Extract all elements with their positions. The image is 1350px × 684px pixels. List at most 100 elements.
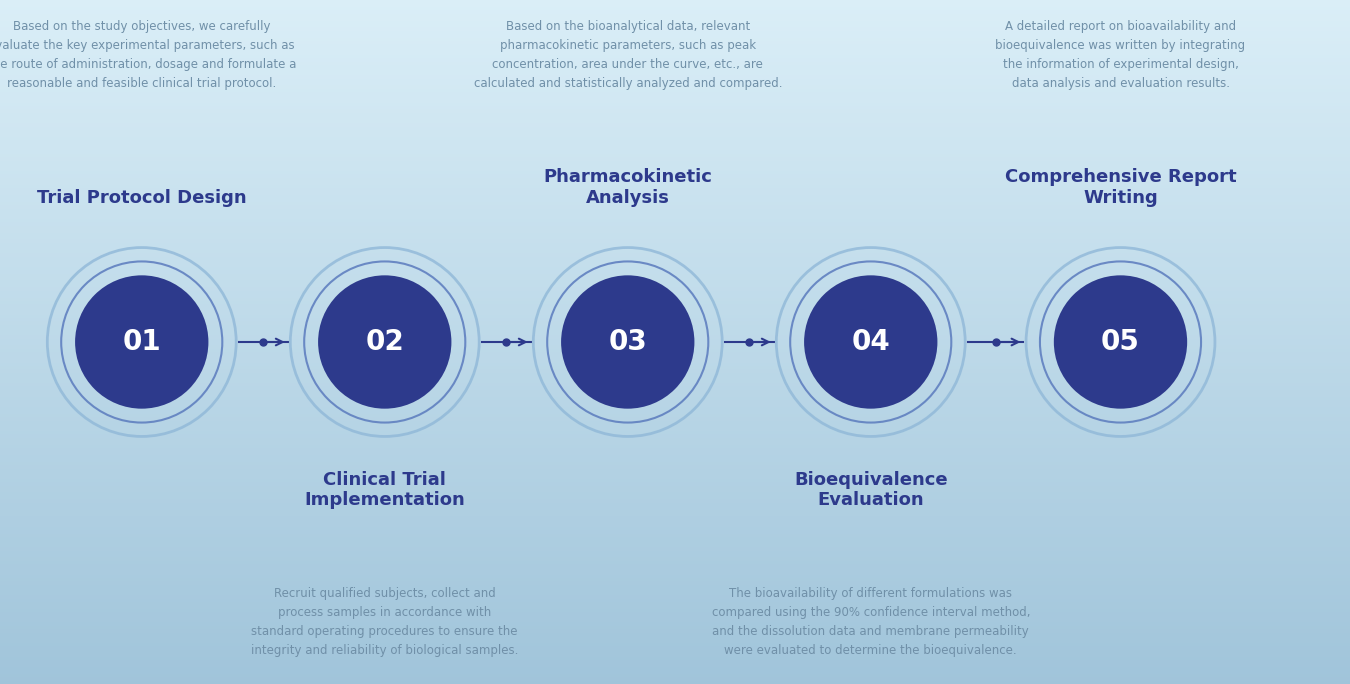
Bar: [0, 363, 1350, 366]
Bar: [0, 116, 1350, 120]
Text: Comprehensive Report
Writing: Comprehensive Report Writing: [1004, 168, 1237, 207]
Bar: [0, 646, 1350, 650]
Bar: [0, 376, 1350, 380]
Bar: [0, 681, 1350, 684]
Bar: [0, 674, 1350, 677]
Bar: [0, 339, 1350, 342]
Bar: [0, 181, 1350, 185]
Bar: [0, 171, 1350, 174]
Bar: [0, 496, 1350, 499]
Bar: [0, 622, 1350, 626]
Bar: [0, 581, 1350, 585]
Text: 05: 05: [1102, 328, 1139, 356]
Bar: [0, 653, 1350, 657]
Bar: [0, 407, 1350, 410]
Bar: [0, 568, 1350, 571]
Bar: [0, 527, 1350, 530]
Bar: [0, 397, 1350, 400]
Bar: [0, 434, 1350, 438]
Bar: [0, 250, 1350, 253]
Text: 01: 01: [123, 328, 161, 356]
Bar: [0, 325, 1350, 328]
Bar: [0, 274, 1350, 277]
Bar: [0, 51, 1350, 55]
Bar: [0, 113, 1350, 116]
Text: Recruit qualified subjects, collect and
process samples in accordance with
stand: Recruit qualified subjects, collect and …: [251, 587, 518, 657]
Bar: [0, 185, 1350, 188]
Bar: [0, 58, 1350, 62]
Bar: [0, 55, 1350, 58]
Bar: [0, 34, 1350, 38]
Bar: [0, 21, 1350, 24]
Bar: [0, 246, 1350, 250]
Ellipse shape: [805, 276, 937, 408]
Bar: [0, 448, 1350, 451]
Bar: [0, 127, 1350, 130]
Bar: [0, 366, 1350, 369]
Bar: [0, 400, 1350, 404]
Bar: [0, 657, 1350, 660]
Bar: [0, 551, 1350, 554]
Bar: [0, 239, 1350, 243]
Bar: [0, 140, 1350, 144]
Bar: [0, 438, 1350, 441]
Bar: [0, 516, 1350, 520]
Bar: [0, 89, 1350, 92]
Bar: [0, 178, 1350, 181]
Bar: [0, 137, 1350, 140]
Bar: [0, 188, 1350, 192]
Bar: [0, 503, 1350, 506]
Bar: [0, 513, 1350, 516]
Bar: [0, 109, 1350, 113]
Bar: [0, 359, 1350, 363]
Bar: [0, 226, 1350, 229]
Bar: [0, 417, 1350, 421]
Bar: [0, 263, 1350, 267]
Bar: [0, 352, 1350, 356]
Bar: [0, 41, 1350, 44]
Bar: [0, 619, 1350, 622]
Bar: [0, 544, 1350, 547]
Bar: [0, 424, 1350, 428]
Bar: [0, 147, 1350, 150]
Bar: [0, 202, 1350, 205]
Bar: [0, 335, 1350, 339]
Bar: [0, 506, 1350, 510]
Bar: [0, 369, 1350, 373]
Bar: [0, 530, 1350, 534]
Bar: [0, 595, 1350, 598]
Bar: [0, 222, 1350, 226]
Bar: [0, 236, 1350, 239]
Bar: [0, 564, 1350, 568]
Bar: [0, 161, 1350, 164]
Text: Pharmacokinetic
Analysis: Pharmacokinetic Analysis: [543, 168, 713, 207]
Bar: [0, 472, 1350, 475]
Bar: [0, 479, 1350, 482]
Bar: [0, 414, 1350, 417]
Bar: [0, 62, 1350, 65]
Bar: [0, 318, 1350, 321]
Bar: [0, 253, 1350, 256]
Bar: [0, 410, 1350, 414]
Bar: [0, 48, 1350, 51]
Bar: [0, 99, 1350, 103]
Bar: [0, 605, 1350, 609]
Ellipse shape: [76, 276, 208, 408]
Bar: [0, 79, 1350, 82]
Bar: [0, 233, 1350, 236]
Bar: [0, 451, 1350, 455]
Bar: [0, 168, 1350, 171]
Bar: [0, 534, 1350, 537]
Bar: [0, 489, 1350, 492]
Bar: [0, 219, 1350, 222]
Bar: [0, 547, 1350, 551]
Bar: [0, 345, 1350, 349]
Bar: [0, 150, 1350, 154]
Bar: [0, 598, 1350, 602]
Bar: [0, 31, 1350, 34]
Bar: [0, 38, 1350, 41]
Bar: [0, 270, 1350, 274]
Bar: [0, 106, 1350, 109]
Bar: [0, 469, 1350, 472]
Bar: [0, 92, 1350, 96]
